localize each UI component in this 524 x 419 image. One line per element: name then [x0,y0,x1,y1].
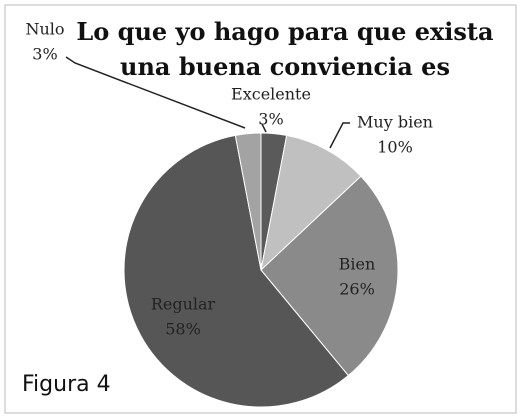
caption: Figura 4 [22,372,111,397]
slice-label: Nulo [25,20,64,39]
slice-value: 58% [165,320,201,339]
pie-slice [234,132,262,271]
slice-value: 26% [339,280,375,299]
leader-line [261,123,267,133]
pie-slice [260,175,399,377]
pie-slice [260,134,362,272]
slice-label: Bien [339,255,376,274]
slice-value: 10% [377,138,413,157]
slice-value: 3% [258,110,283,129]
pie-slice [123,134,350,408]
slice-label: Muy bien [357,113,433,132]
leader-line [65,56,246,129]
chart-frame [4,4,517,414]
slice-label: Regular [151,295,216,314]
slice-label: Excelente [231,85,311,104]
leader-line [329,122,350,149]
slice-value: 3% [32,45,57,64]
chart-title: Lo que yo hago para que exista una buena… [76,17,494,81]
